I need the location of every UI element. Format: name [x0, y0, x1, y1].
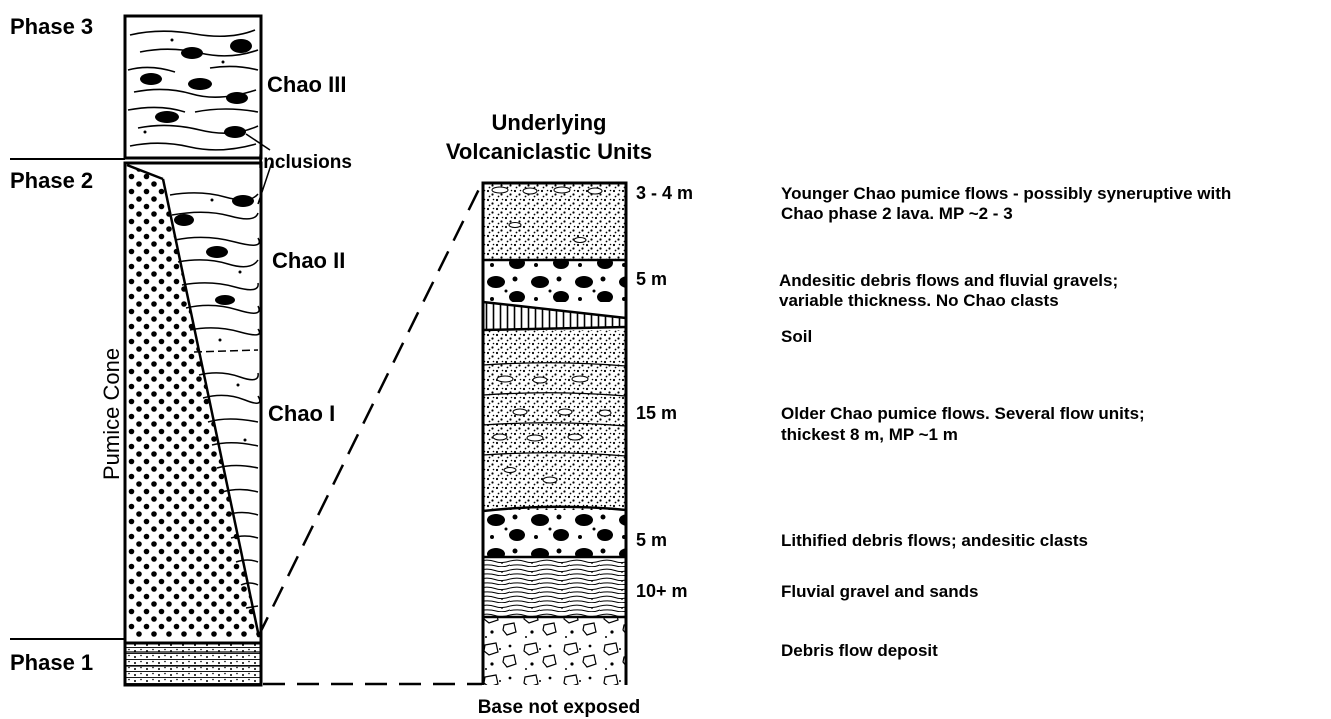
underlying-title-line2: Volcaniclastic Units	[446, 139, 652, 164]
unit-younger-pumice	[483, 183, 626, 260]
inclusion-icon	[140, 73, 162, 85]
inclusion-icon	[215, 295, 235, 305]
inclusion-icon	[188, 78, 212, 90]
pumice-cone-fill	[127, 165, 259, 637]
unit-debris-deposit	[483, 617, 626, 685]
underlying-column	[481, 181, 628, 685]
unit-thickness: 5 m	[636, 530, 667, 550]
chao2-inclusions	[174, 195, 254, 442]
unit-thickness: 5 m	[636, 269, 667, 289]
chao3-flow-lines	[127, 29, 259, 151]
unit-description: Younger Chao pumice flows - possibly syn…	[781, 184, 1231, 203]
unit-thickness: 10+ m	[636, 581, 688, 601]
underlying-column-outline	[481, 181, 628, 685]
unit-description: Lithified debris flows; andesitic clasts	[781, 531, 1088, 550]
unit-thickness: 3 - 4 m	[636, 183, 693, 203]
inclusion-icon	[232, 195, 254, 207]
inclusion-icon	[224, 126, 246, 138]
inclusions-leader-line	[245, 133, 271, 151]
inclusion-icon	[174, 214, 194, 226]
inclusion-icon	[155, 111, 179, 123]
base-not-exposed-label: Base not exposed	[478, 697, 641, 718]
unit-description: Debris flow deposit	[781, 641, 938, 660]
unit-older-pumice	[483, 330, 626, 510]
phase1-label: Phase 1	[10, 650, 93, 675]
chao3-label: Chao III	[267, 72, 346, 97]
phase2-label: Phase 2	[10, 168, 93, 193]
unit-thickness: 15 m	[636, 403, 677, 423]
inclusion-icon	[226, 92, 248, 104]
inclusions-label: Inclusions	[258, 152, 352, 173]
cone-boundary	[126, 163, 164, 181]
unit-andesitic-debris	[483, 260, 626, 302]
unit-description: Soil	[781, 327, 812, 346]
inclusion-icon	[230, 39, 252, 53]
phase3-label: Phase 3	[10, 14, 93, 39]
inclusion-icon	[206, 246, 228, 258]
chao3-inclusions	[140, 38, 252, 138]
pumice-cone-label: Pumice Cone	[99, 348, 124, 480]
inclusion-icon	[181, 47, 203, 59]
unit-description: Fluvial gravel and sands	[781, 582, 978, 601]
chao2-label: Chao II	[272, 248, 345, 273]
left-column	[123, 14, 263, 687]
underlying-title-line1: Underlying	[492, 110, 607, 135]
unit-description: thickest 8 m, MP ~1 m	[781, 425, 958, 444]
unit-fluvial-gravel	[483, 557, 626, 617]
chao1-label: Chao I	[268, 401, 335, 426]
unit-description: Older Chao pumice flows. Several flow un…	[781, 404, 1145, 423]
correlation-dashed-line	[256, 182, 484, 638]
inclusions-leader-line	[257, 161, 273, 205]
unit-description: Andesitic debris flows and fluvial grave…	[779, 271, 1118, 290]
unit-lithified-debris	[483, 510, 626, 557]
unit-description: variable thickness. No Chao clasts	[779, 291, 1059, 310]
unit-soil	[483, 302, 626, 330]
phase1-box	[123, 641, 263, 687]
chao12-flow-lines	[169, 192, 261, 609]
unit-description: Chao phase 2 lava. MP ~2 - 3	[781, 204, 1013, 223]
